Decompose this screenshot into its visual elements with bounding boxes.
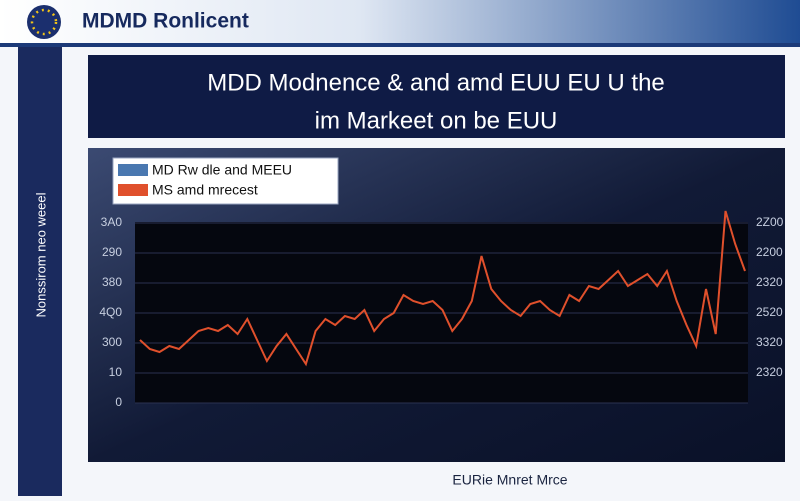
title-box [88, 55, 785, 138]
y2-tick-label: 2Z00 [756, 215, 784, 229]
chart-title: im Markeet on be EUU [315, 107, 558, 134]
y2-tick-label: 2520 [756, 305, 783, 319]
header-title: MDMD Ronlicent [82, 10, 249, 33]
y-tick-label: 300 [102, 335, 122, 349]
legend-label: MS amd mrecest [152, 182, 258, 198]
y-tick-label: 290 [102, 245, 122, 259]
legend-swatch [118, 164, 148, 176]
y-tick-label: 380 [102, 275, 122, 289]
y2-tick-label: 2200 [756, 245, 783, 259]
sidebar [18, 47, 62, 496]
legend [112, 157, 339, 205]
chart-title: MDD Modnence & and amd EUU EU U the [207, 69, 665, 96]
y-axis-label: Nonssirom neo weeel [33, 192, 48, 317]
y-tick-label: 3A0 [101, 215, 123, 229]
y2-tick-label: 2320 [756, 275, 783, 289]
y-tick-label: 10 [109, 365, 123, 379]
logo [27, 5, 61, 39]
legend-swatch [118, 184, 148, 196]
logo-stars [30, 8, 58, 36]
y2-tick-label: 3320 [756, 335, 783, 349]
header-rule [0, 43, 800, 47]
legend-label: MD Rw dle and MEEU [152, 162, 292, 178]
y-tick-label: 0 [115, 395, 122, 409]
y-tick-label: 4Q0 [99, 305, 122, 319]
x-axis-label: EURie Mnret Mrce [452, 472, 567, 488]
line-series [139, 210, 746, 367]
header-bar [0, 0, 800, 45]
y2-tick-label: 2320 [756, 365, 783, 379]
